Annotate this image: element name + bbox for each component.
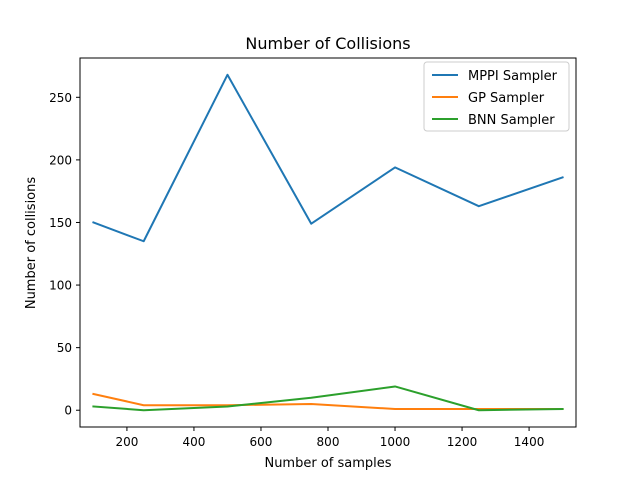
y-tick-label: 0 — [64, 404, 72, 418]
y-tick-label: 200 — [49, 153, 72, 167]
chart-title: Number of Collisions — [245, 34, 410, 53]
x-tick-label: 400 — [182, 435, 205, 449]
x-tick-label: 200 — [115, 435, 138, 449]
series-line-3 — [92, 385, 564, 412]
y-tick-label: 250 — [49, 91, 72, 105]
legend: MPPI Sampler GP Sampler BNN Sampler — [423, 61, 570, 132]
legend-label-1: MPPI Sampler — [468, 69, 558, 84]
x-tick-label: 1200 — [447, 435, 478, 449]
ticks-layer: 200 400 600 800 1000 1200 1400 0 50 100 150 200 250 — [49, 91, 544, 449]
series-line-1 — [92, 73, 564, 243]
legend-label-3: BNN Sampler — [468, 113, 555, 128]
x-tick-label: 1400 — [514, 435, 545, 449]
x-tick-label: 600 — [250, 435, 273, 449]
legend-label-2: GP Sampler — [468, 91, 545, 106]
y-tick-label: 50 — [57, 341, 72, 355]
series-layer — [92, 73, 564, 412]
x-tick-label: 800 — [317, 435, 340, 449]
y-tick-label: 100 — [49, 279, 72, 293]
y-axis-label: Number of collisions — [24, 177, 39, 310]
legend-box — [423, 61, 570, 132]
series-line-2 — [92, 392, 564, 410]
x-tick-label: 1000 — [380, 435, 411, 449]
x-axis-label: Number of samples — [264, 456, 391, 471]
y-tick-label: 150 — [49, 216, 72, 230]
